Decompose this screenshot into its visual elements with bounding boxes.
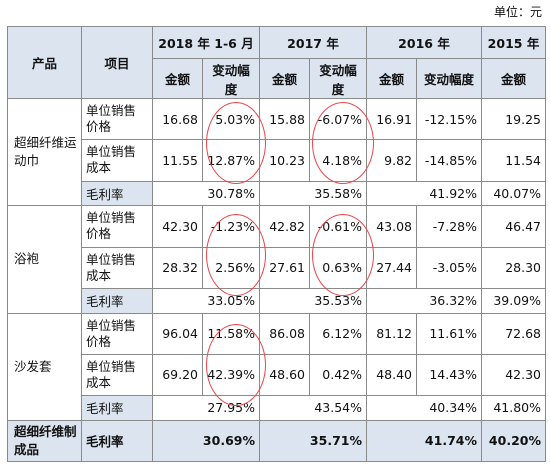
row-item-label: 单位销售成本 [81, 139, 153, 182]
cell-margin: 35.58% [259, 180, 367, 207]
cell-change: 5.03% [202, 97, 260, 141]
cell-change: 6.12% [309, 312, 367, 355]
cell-value: 48.40 [366, 353, 417, 397]
cell-value: 28.30 [481, 246, 546, 289]
total-margin-2015: 40.20% [481, 419, 546, 463]
cell-margin: 36.32% [366, 287, 482, 314]
cell-change: 0.42% [309, 353, 367, 397]
gross-margin-table: 产品 项目 2018 年 1-6 月 2017 年 2016 年 2015 年 … [7, 26, 546, 463]
cell-margin: 35.53% [259, 287, 367, 314]
cell-change: 0.63% [309, 246, 367, 289]
cell-change: -14.85% [416, 139, 482, 182]
cell-change: 11.61% [416, 312, 482, 355]
margin-label: 毛利率 [81, 287, 153, 314]
margin-label: 毛利率 [81, 395, 153, 421]
cell-change: 14.43% [416, 353, 482, 397]
total-margin-2017: 35.71% [259, 419, 367, 463]
cell-value: 42.30 [152, 205, 203, 248]
cell-value: 28.32 [152, 246, 203, 289]
cell-change: -7.28% [416, 205, 482, 248]
header-change: 变动幅度 [309, 58, 367, 99]
cell-value: 16.68 [152, 97, 203, 141]
cell-change: -3.05% [416, 246, 482, 289]
cell-value: 27.44 [366, 246, 417, 289]
cell-value: 11.55 [152, 139, 203, 182]
product-name: 沙发套 [7, 312, 82, 421]
cell-change: 11.58% [202, 312, 260, 355]
total-row: 超细纤维制成品 毛利率 30.69% 35.71% 41.74% 40.20% [7, 419, 546, 463]
header-item: 项目 [81, 26, 153, 99]
margin-label: 毛利率 [81, 180, 153, 207]
header-product: 产品 [7, 26, 82, 99]
cell-value: 19.25 [481, 97, 546, 141]
row-item-label: 单位销售价格 [81, 97, 153, 141]
cell-value: 9.82 [366, 139, 417, 182]
table-row: 单位销售成本 28.32 2.56% 27.61 0.63% 27.44 -3.… [8, 246, 546, 289]
cell-margin: 43.54% [259, 395, 367, 421]
cell-change: -0.61% [309, 205, 367, 248]
cell-change: -6.07% [309, 97, 367, 141]
header-period-2015: 2015 年 [481, 26, 546, 59]
total-margin-2018: 30.69% [152, 419, 260, 463]
cell-value: 69.20 [152, 353, 203, 397]
cell-change: 12.87% [202, 139, 260, 182]
cell-value: 48.60 [259, 353, 310, 397]
cell-change: -12.15% [416, 97, 482, 141]
cell-change: 2.56% [202, 246, 260, 289]
header-amount: 金额 [366, 58, 417, 99]
header-period-2017: 2017 年 [259, 26, 367, 59]
cell-value: 86.08 [259, 312, 310, 355]
cell-value: 96.04 [152, 312, 203, 355]
cell-change: 4.18% [309, 139, 367, 182]
cell-value: 43.08 [366, 205, 417, 248]
row-item-label: 单位销售价格 [81, 205, 153, 248]
margin-row: 毛利率 33.05% 35.53% 36.32% 39.09% [8, 287, 546, 314]
cell-value: 15.88 [259, 97, 310, 141]
header-change: 变动幅度 [202, 58, 260, 99]
margin-row: 毛利率 30.78% 35.58% 41.92% 40.07% [8, 180, 546, 207]
cell-value: 11.54 [481, 139, 546, 182]
header-amount: 金额 [259, 58, 310, 99]
cell-margin: 41.92% [366, 180, 482, 207]
table-row: 超细纤维运动巾 单位销售价格 16.68 5.03% 15.88 -6.07% … [7, 97, 546, 207]
cell-margin: 40.34% [366, 395, 482, 421]
cell-change: 42.39% [202, 353, 260, 397]
cell-margin: 40.07% [481, 180, 546, 207]
cell-value: 42.82 [259, 205, 310, 248]
row-item-label: 单位销售成本 [81, 353, 153, 397]
margin-row: 毛利率 27.95% 43.54% 40.34% 41.80% [8, 395, 546, 421]
row-item-label: 单位销售价格 [81, 312, 153, 355]
unit-label: 单位：元 [493, 5, 542, 19]
total-margin-label: 毛利率 [81, 419, 153, 463]
header-amount: 金额 [152, 58, 203, 99]
header-period-2016: 2016 年 [366, 26, 482, 59]
total-margin-2016: 41.74% [366, 419, 482, 463]
header-change: 变动幅度 [416, 58, 482, 99]
table-row: 沙发套 单位销售价格 96.04 11.58% 86.08 6.12% 81.1… [7, 312, 546, 421]
total-product-name: 超细纤维制成品 [7, 419, 82, 463]
cell-value: 42.30 [481, 353, 546, 397]
cell-value: 72.68 [481, 312, 546, 355]
table-row: 浴袍 单位销售价格 42.30 -1.23% 42.82 -0.61% 43.0… [7, 205, 546, 314]
product-name: 超细纤维运动巾 [7, 97, 82, 207]
cell-value: 16.91 [366, 97, 417, 141]
cell-value: 46.47 [481, 205, 546, 248]
cell-value: 27.61 [259, 246, 310, 289]
table-row: 单位销售成本 69.20 42.39% 48.60 0.42% 48.40 14… [8, 353, 546, 397]
cell-margin: 39.09% [481, 287, 546, 314]
cell-value: 81.12 [366, 312, 417, 355]
cell-margin: 33.05% [152, 287, 260, 314]
cell-margin: 41.80% [481, 395, 546, 421]
cell-margin: 30.78% [152, 180, 260, 207]
cell-change: -1.23% [202, 205, 260, 248]
cell-value: 10.23 [259, 139, 310, 182]
header-period-2018: 2018 年 1-6 月 [152, 26, 260, 59]
cell-margin: 27.95% [152, 395, 260, 421]
table-row: 单位销售成本 11.55 12.87% 10.23 4.18% 9.82 -14… [8, 139, 546, 182]
row-item-label: 单位销售成本 [81, 246, 153, 289]
product-name: 浴袍 [7, 205, 82, 314]
header-amount: 金额 [481, 58, 546, 99]
